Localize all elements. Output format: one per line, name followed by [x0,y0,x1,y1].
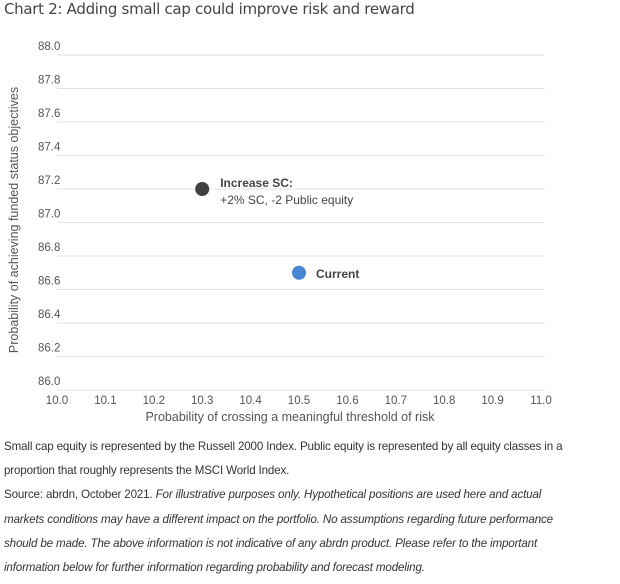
y-tick-label: 88.0 [38,41,60,53]
y-tick-label: 87.4 [38,142,61,154]
point-sublabel: +2% SC, -2 Public equity [220,193,353,207]
source-text: Source: abrdn, October 2021. [4,488,156,502]
scatter-chart: 86.0 86.2 86.4 86.6 86.8 87.0 87.2 87.4 87.6 87.8… [7,41,552,424]
y-tick-label: 87.6 [38,108,60,120]
x-tick-label: 10.4 [239,395,262,407]
y-tick-label: 86.4 [38,309,61,321]
x-tick-label: 10.2 [143,395,165,407]
disclaimer-line: should be made. The above information is… [4,532,616,556]
disclaimer-text: should be made. The above information is… [4,536,538,550]
source-line: Source: abrdn, October 2021. For illustr… [4,483,616,507]
x-tick-label: 10.0 [46,395,68,407]
y-tick-label: 87.2 [38,175,60,187]
disclaimer-text: information below for further informatio… [4,561,425,575]
disclaimer-line: markets conditions may have a different … [4,508,616,532]
y-tick-label: 86.0 [38,376,60,388]
disclaimer-text: markets conditions may have a different … [4,512,553,526]
y-axis-label: Probability of achieving funded status o… [7,87,21,353]
x-tick-label: 11.0 [530,395,552,407]
y-tick-label: 87.0 [38,209,60,221]
y-tick-label: 87.8 [38,75,60,87]
x-tick-label: 10.1 [94,395,116,407]
chart-title: Chart 2: Adding small cap could improve … [4,0,415,18]
x-tick-label: 10.9 [481,395,503,407]
x-tick-label: 10.5 [288,395,310,407]
point-label: Increase SC: [220,176,293,190]
y-tick-label: 86.2 [38,343,60,355]
disclaimer-line: information below for further informatio… [4,556,616,580]
y-tick-label: 86.8 [38,242,60,254]
note-line: Small cap equity is represented by the R… [4,440,563,453]
x-tick-label: 10.6 [336,395,358,407]
x-axis-label: Probability of crossing a meaningful thr… [145,410,435,424]
chart-notes: Small cap equity is represented by the R… [4,435,616,580]
x-tick-label: 10.8 [433,395,455,407]
x-tick-label: 10.3 [191,395,213,407]
point-label: Current [316,267,359,281]
data-point [292,265,306,280]
x-tick-label: 10.7 [385,395,407,407]
y-tick-label: 86.6 [38,276,60,288]
note-line: proportion that roughly represents the M… [4,464,290,478]
disclaimer-text: For illustrative purposes only. Hypothet… [155,488,542,502]
data-point [195,182,210,196]
